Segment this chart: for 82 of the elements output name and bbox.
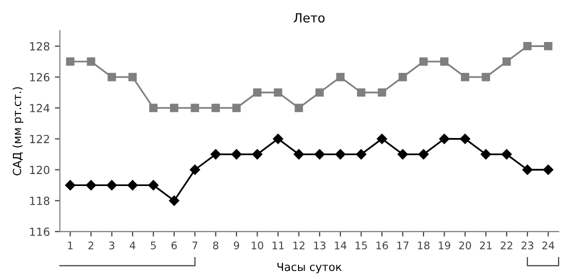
x-tick-label: 5 <box>150 242 156 250</box>
x-tick-label: 14 <box>334 242 346 250</box>
point <box>544 42 552 50</box>
point <box>315 88 324 97</box>
x-tick-label: 11 <box>272 242 284 250</box>
point <box>419 57 428 66</box>
point <box>376 134 388 144</box>
x-tick-label: 16 <box>376 241 388 250</box>
point <box>543 164 554 175</box>
point <box>439 134 450 144</box>
y-tick-label: 122 <box>30 134 50 144</box>
point <box>274 88 282 97</box>
point <box>108 72 116 82</box>
x-tick-label: 8 <box>213 241 218 250</box>
y-tick-label: 116 <box>30 228 50 236</box>
point <box>253 88 262 97</box>
x-tick-label: 1 <box>68 242 73 250</box>
point <box>482 72 490 82</box>
point <box>460 72 470 82</box>
point <box>357 88 366 97</box>
x-tick-label: 24 <box>542 241 554 250</box>
point <box>523 42 532 50</box>
y-tick-label: 126 <box>30 73 50 82</box>
x-tick-label: 9 <box>234 241 240 250</box>
x-tick-label: 10 <box>252 241 264 250</box>
point <box>86 180 96 190</box>
point <box>148 180 158 190</box>
point <box>212 104 220 112</box>
y-tick-label: 124 <box>30 104 50 112</box>
point <box>232 104 241 112</box>
y-axis-title: САД (мм рт.ст.) <box>12 87 24 176</box>
point <box>336 72 345 82</box>
point <box>127 180 138 190</box>
x-tick-label: 21 <box>480 241 492 250</box>
chart-title: Лето <box>294 13 325 23</box>
x-tick-label: 7 <box>192 242 198 250</box>
x-tick-label: 17 <box>397 242 408 250</box>
x-tick-label: 19 <box>438 241 450 250</box>
x-tick-label: 3 <box>109 241 114 250</box>
point <box>210 149 221 160</box>
point <box>86 57 96 66</box>
point <box>314 149 325 160</box>
point <box>65 180 76 190</box>
point <box>335 149 346 160</box>
point <box>502 57 511 66</box>
point <box>398 72 407 82</box>
x-tick-label: 20 <box>459 241 472 250</box>
point <box>378 88 386 97</box>
x-tick-label: 23 <box>522 241 534 250</box>
x-axis-title: Часы суток <box>277 262 342 274</box>
point <box>169 196 180 206</box>
point <box>190 164 200 175</box>
point <box>418 149 429 160</box>
point <box>294 104 303 112</box>
x-tick-label: 6 <box>172 241 177 250</box>
y-tick-label: 118 <box>30 196 50 206</box>
point <box>190 104 200 112</box>
point <box>128 72 137 82</box>
y-tick-label: 120 <box>30 166 50 174</box>
point <box>480 149 491 160</box>
x-tick-label: 12 <box>293 241 304 250</box>
x-tick-label: 15 <box>356 242 367 250</box>
x-tick-label: 13 <box>314 241 326 250</box>
point <box>149 104 158 112</box>
point <box>66 57 74 66</box>
point <box>502 149 512 160</box>
y-tick-label: 128 <box>30 42 50 51</box>
point <box>522 164 533 175</box>
point <box>106 180 117 190</box>
x-tick-label: 4 <box>130 242 136 250</box>
x-tick-label: 18 <box>418 241 430 250</box>
point <box>252 149 262 160</box>
point <box>440 57 448 66</box>
point <box>460 134 470 144</box>
x-tick-label: 2 <box>88 241 94 250</box>
x-tick-label: 22 <box>500 241 512 250</box>
point <box>398 149 408 160</box>
point <box>356 149 366 160</box>
point <box>231 149 242 160</box>
point <box>294 149 304 160</box>
point <box>272 134 284 144</box>
point <box>170 104 178 112</box>
